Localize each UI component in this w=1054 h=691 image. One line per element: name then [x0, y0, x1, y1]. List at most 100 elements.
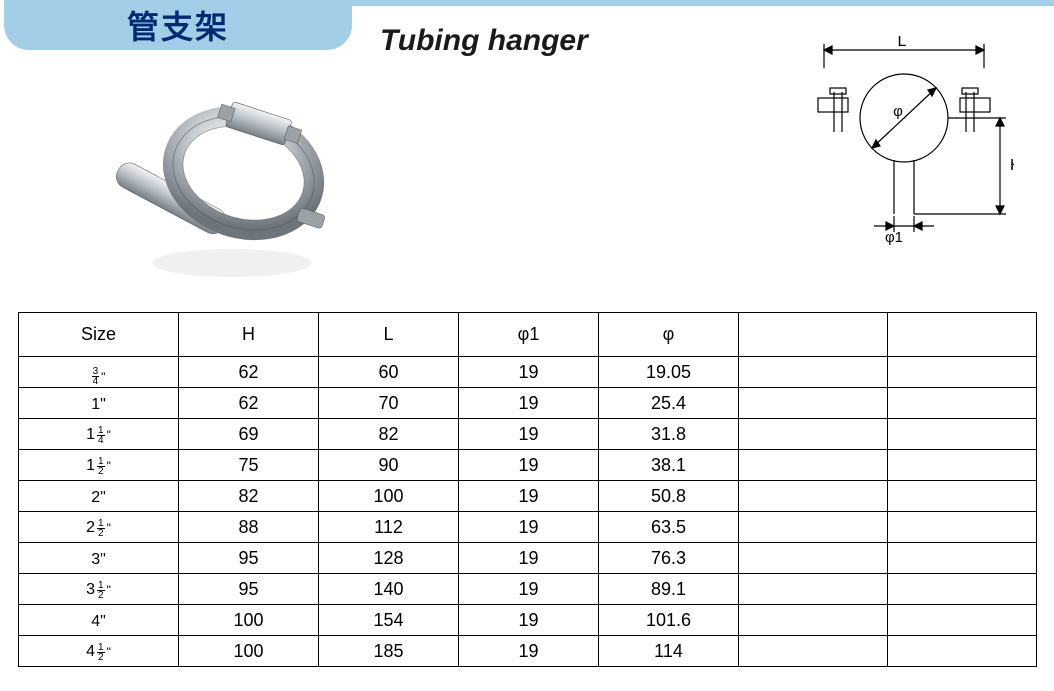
cell-size: 4" — [19, 605, 179, 636]
cell-h: 100 — [179, 605, 319, 636]
cell-phi1: 19 — [459, 357, 599, 388]
table-row: 4"10015419101.6 — [19, 605, 1037, 636]
cell-h: 62 — [179, 388, 319, 419]
cell-blank — [739, 419, 888, 450]
cell-l: 140 — [319, 574, 459, 605]
cell-l: 70 — [319, 388, 459, 419]
cell-blank — [888, 543, 1037, 574]
cell-phi: 89.1 — [599, 574, 739, 605]
cell-h: 69 — [179, 419, 319, 450]
col-phi1: φ1 — [459, 313, 599, 357]
header-strip — [352, 0, 1054, 6]
cell-phi: 25.4 — [599, 388, 739, 419]
cell-size: 34" — [19, 357, 179, 388]
cell-h: 62 — [179, 357, 319, 388]
col-size: Size — [19, 313, 179, 357]
cell-blank — [888, 450, 1037, 481]
cell-blank — [739, 388, 888, 419]
english-title: Tubing hanger — [380, 24, 588, 58]
cell-l: 82 — [319, 419, 459, 450]
cell-blank — [888, 636, 1037, 667]
cell-phi1: 19 — [459, 543, 599, 574]
table-row: 112"75901938.1 — [19, 450, 1037, 481]
cell-phi: 63.5 — [599, 512, 739, 543]
cell-blank — [888, 357, 1037, 388]
cell-phi: 31.8 — [599, 419, 739, 450]
diagram-label-L: L — [898, 36, 907, 50]
cell-phi1: 19 — [459, 450, 599, 481]
cell-phi: 101.6 — [599, 605, 739, 636]
cell-size: 3" — [19, 543, 179, 574]
cell-blank — [888, 512, 1037, 543]
cell-size: 312" — [19, 574, 179, 605]
cell-phi: 19.05 — [599, 357, 739, 388]
cell-l: 90 — [319, 450, 459, 481]
cell-blank — [739, 574, 888, 605]
cell-phi1: 19 — [459, 481, 599, 512]
diagram-label-phi1: φ1 — [885, 229, 903, 246]
cell-size: 112" — [19, 450, 179, 481]
cell-size: 212" — [19, 512, 179, 543]
cell-phi: 38.1 — [599, 450, 739, 481]
cell-phi: 76.3 — [599, 543, 739, 574]
cell-blank — [888, 419, 1037, 450]
col-blank-1 — [739, 313, 888, 357]
cell-l: 60 — [319, 357, 459, 388]
col-h: H — [179, 313, 319, 357]
cell-h: 95 — [179, 543, 319, 574]
cell-blank — [739, 357, 888, 388]
cell-h: 82 — [179, 481, 319, 512]
cell-blank — [739, 636, 888, 667]
cell-blank — [739, 481, 888, 512]
spec-table-wrap: Size H L φ1 φ 34"62601919.051"62701925.4… — [18, 312, 1036, 667]
cell-phi: 114 — [599, 636, 739, 667]
cell-blank — [888, 574, 1037, 605]
col-blank-2 — [888, 313, 1037, 357]
cell-blank — [739, 543, 888, 574]
cell-blank — [888, 605, 1037, 636]
table-header-row: Size H L φ1 φ — [19, 313, 1037, 357]
cell-l: 154 — [319, 605, 459, 636]
cell-h: 100 — [179, 636, 319, 667]
table-row: 34"62601919.05 — [19, 357, 1037, 388]
table-row: 212"881121963.5 — [19, 512, 1037, 543]
chinese-title: 管支架 — [127, 2, 229, 48]
cell-h: 75 — [179, 450, 319, 481]
cell-phi: 50.8 — [599, 481, 739, 512]
diagram-label-H: H — [1010, 157, 1014, 174]
table-row: 312"951401989.1 — [19, 574, 1037, 605]
cell-size: 2" — [19, 481, 179, 512]
table-row: 412"10018519114 — [19, 636, 1037, 667]
cell-l: 100 — [319, 481, 459, 512]
cell-phi1: 19 — [459, 512, 599, 543]
cell-blank — [888, 481, 1037, 512]
table-row: 2"821001950.8 — [19, 481, 1037, 512]
cell-blank — [739, 605, 888, 636]
cell-blank — [888, 388, 1037, 419]
cell-h: 88 — [179, 512, 319, 543]
cell-l: 128 — [319, 543, 459, 574]
dimension-diagram: L φ H φ1 — [794, 36, 1014, 246]
cell-blank — [739, 450, 888, 481]
table-row: 114"69821931.8 — [19, 419, 1037, 450]
cell-size: 412" — [19, 636, 179, 667]
cell-h: 95 — [179, 574, 319, 605]
spec-table: Size H L φ1 φ 34"62601919.051"62701925.4… — [18, 312, 1037, 667]
cell-size: 114" — [19, 419, 179, 450]
col-l: L — [319, 313, 459, 357]
cell-phi1: 19 — [459, 605, 599, 636]
col-phi: φ — [599, 313, 739, 357]
header-pill: 管支架 — [4, 0, 352, 50]
cell-phi1: 19 — [459, 574, 599, 605]
cell-l: 112 — [319, 512, 459, 543]
product-photo — [92, 78, 352, 288]
cell-phi1: 19 — [459, 388, 599, 419]
cell-phi1: 19 — [459, 419, 599, 450]
table-row: 3"951281976.3 — [19, 543, 1037, 574]
diagram-label-phi: φ — [893, 103, 903, 120]
table-row: 1"62701925.4 — [19, 388, 1037, 419]
cell-blank — [739, 512, 888, 543]
cell-size: 1" — [19, 388, 179, 419]
cell-phi1: 19 — [459, 636, 599, 667]
cell-l: 185 — [319, 636, 459, 667]
